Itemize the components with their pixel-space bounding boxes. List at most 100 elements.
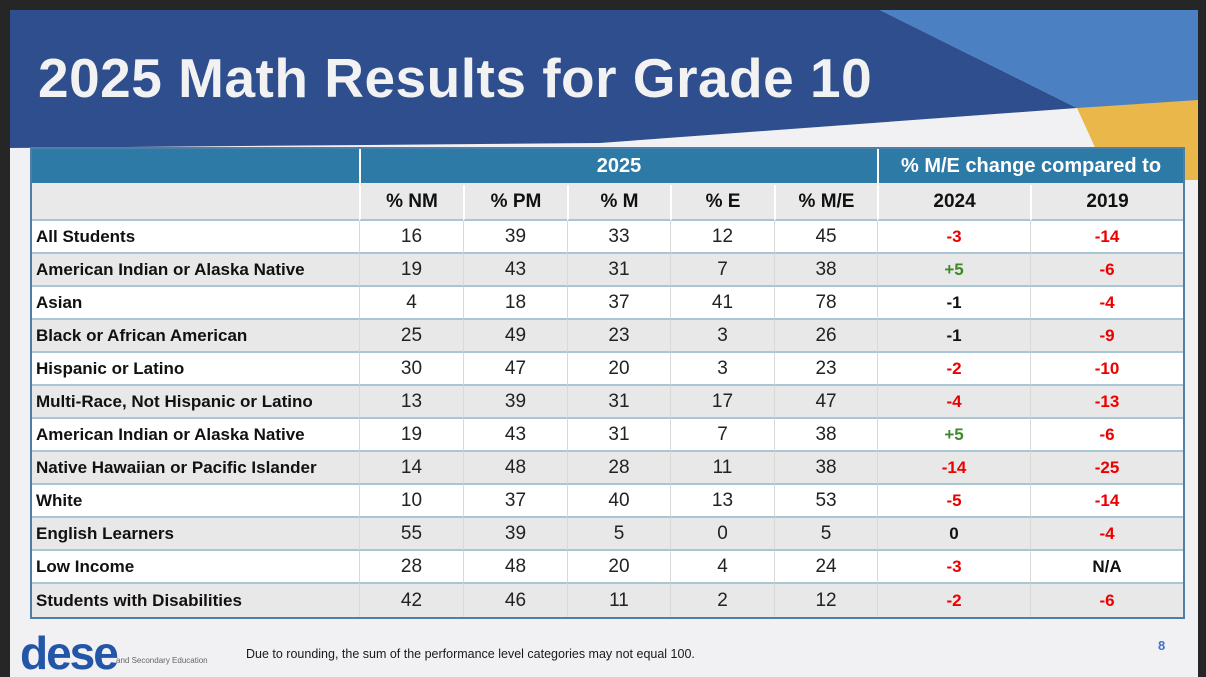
change-cell: +5 [877,254,1031,287]
value-cell: 45 [774,221,878,254]
change-cell: -5 [877,485,1031,518]
column-header-2019: 2019 [1030,185,1184,221]
table-row: Hispanic or Latino 30 47 20 3 23 -2 -10 [32,353,1184,386]
value-cell: 5 [774,518,878,551]
value-cell: 47 [774,386,878,419]
table-row: English Learners 55 39 5 0 5 0 -4 [32,518,1184,551]
value-cell: 38 [774,254,878,287]
row-label: Hispanic or Latino [32,353,359,386]
value-cell: 46 [463,584,567,617]
value-cell: 37 [463,485,567,518]
change-cell: -4 [877,386,1031,419]
value-cell: 12 [774,584,878,617]
value-cell: 11 [670,452,774,485]
row-label: English Learners [32,518,359,551]
value-cell: 23 [774,353,878,386]
value-cell: 42 [359,584,463,617]
change-cell: -14 [1030,221,1184,254]
value-cell: 0 [670,518,774,551]
change-cell: -2 [877,353,1031,386]
value-cell: 28 [567,452,670,485]
group-header-2025: 2025 [359,149,878,185]
change-cell: -6 [1030,419,1184,452]
change-cell: -1 [877,320,1031,353]
change-cell: -25 [1030,452,1184,485]
value-cell: 17 [670,386,774,419]
change-cell: -2 [877,584,1031,617]
group-header-change: % M/E change compared to [877,149,1184,185]
row-label: White [32,485,359,518]
change-cell: -10 [1030,353,1184,386]
value-cell: 78 [774,287,878,320]
table-row: American Indian or Alaska Native 19 43 31 7 3… [32,419,1184,452]
table-corner-cell [32,149,359,185]
value-cell: 47 [463,353,567,386]
change-cell: -1 [877,287,1031,320]
value-cell: 13 [359,386,463,419]
value-cell: 38 [774,419,878,452]
value-cell: 13 [670,485,774,518]
value-cell: 40 [567,485,670,518]
column-header-me: % M/E [774,185,878,221]
change-cell: N/A [1030,551,1184,584]
table-group-header-row: 2025 % M/E change compared to [32,149,1184,185]
value-cell: 7 [670,254,774,287]
value-cell: 28 [359,551,463,584]
value-cell: 16 [359,221,463,254]
value-cell: 10 [359,485,463,518]
value-cell: 53 [774,485,878,518]
column-header-pm: % PM [463,185,567,221]
page-number: 8 [1158,638,1166,653]
value-cell: 48 [463,452,567,485]
results-table-wrapper: 2025 % M/E change compared to % NM % PM … [30,147,1186,619]
value-cell: 39 [463,221,567,254]
row-label: All Students [32,221,359,254]
change-cell: -13 [1030,386,1184,419]
value-cell: 20 [567,551,670,584]
rounding-footnote: Due to rounding, the sum of the performa… [246,647,695,661]
value-cell: 20 [567,353,670,386]
change-cell: -14 [1030,485,1184,518]
value-cell: 19 [359,419,463,452]
value-cell: 7 [670,419,774,452]
value-cell: 26 [774,320,878,353]
table-column-header-row: % NM % PM % M % E % M/E 2024 2019 [32,185,1184,221]
value-cell: 14 [359,452,463,485]
table-row: Students with Disabilities 42 46 11 2 12 -2 -6 [32,584,1184,617]
value-cell: 23 [567,320,670,353]
value-cell: 39 [463,386,567,419]
row-label: Multi-Race, Not Hispanic or Latino [32,386,359,419]
value-cell: 43 [463,254,567,287]
column-header-blank [32,185,359,221]
value-cell: 5 [567,518,670,551]
value-cell: 38 [774,452,878,485]
value-cell: 31 [567,386,670,419]
dese-logo: dese [20,627,119,677]
change-cell: -3 [877,221,1031,254]
value-cell: 37 [567,287,670,320]
value-cell: 19 [359,254,463,287]
value-cell: 33 [567,221,670,254]
column-header-nm: % NM [359,185,463,221]
change-cell: -3 [877,551,1031,584]
change-cell: -9 [1030,320,1184,353]
value-cell: 55 [359,518,463,551]
row-label: Black or African American [32,320,359,353]
column-header-m: % M [567,185,670,221]
table-row: White 10 37 40 13 53 -5 -14 [32,485,1184,518]
value-cell: 31 [567,419,670,452]
value-cell: 25 [359,320,463,353]
table-row: Asian 4 18 37 41 78 -1 -4 [32,287,1184,320]
value-cell: 4 [670,551,774,584]
results-table: 2025 % M/E change compared to % NM % PM … [30,147,1186,619]
table-row: Black or African American 25 49 23 3 26 -1 -9 [32,320,1184,353]
column-header-2024: 2024 [877,185,1031,221]
value-cell: 31 [567,254,670,287]
value-cell: 4 [359,287,463,320]
value-cell: 18 [463,287,567,320]
value-cell: 49 [463,320,567,353]
change-cell: -14 [877,452,1031,485]
change-cell: -4 [1030,287,1184,320]
value-cell: 3 [670,320,774,353]
column-header-e: % E [670,185,774,221]
